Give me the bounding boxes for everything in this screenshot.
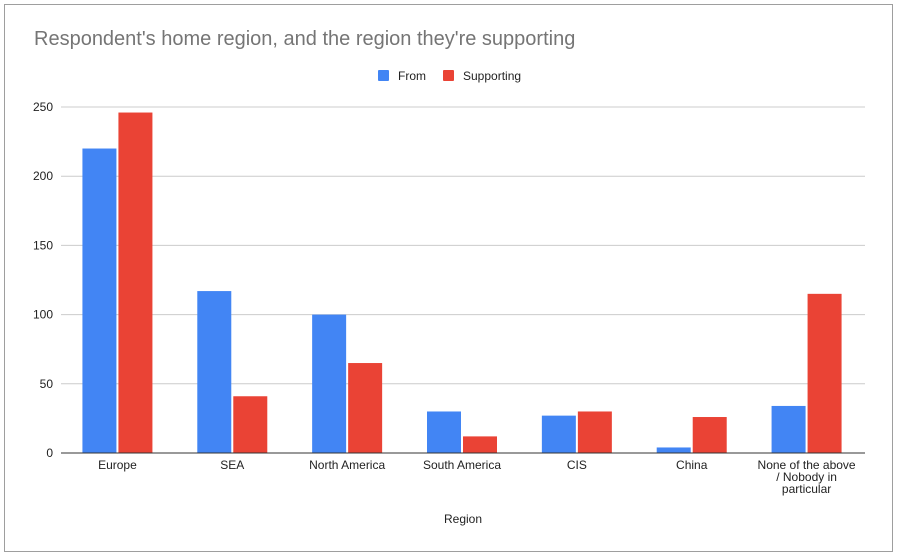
x-axis-labels: Europe SEA North America South America CIS Ch… [98, 458, 856, 496]
x-tick-label: China [676, 458, 708, 472]
x-tick-label: South America [423, 458, 501, 472]
bar-from-3 [312, 314, 347, 453]
y-axis-ticks: 0 50 100 150 200 250 [33, 100, 53, 460]
bar-supporting-5 [577, 411, 612, 453]
bar-supporting-2 [233, 396, 268, 453]
x-tick-label: particular [782, 482, 831, 496]
x-tick-label: SEA [220, 458, 244, 472]
bar-from-4 [427, 411, 461, 453]
bar-supporting-3 [348, 363, 383, 453]
y-tick-label: 0 [46, 446, 53, 460]
bar-supporting-7 [807, 293, 842, 453]
y-tick-label: 200 [33, 169, 53, 183]
legend-label-from: From [398, 69, 426, 83]
legend-swatch-supporting [443, 70, 454, 81]
bar-supporting-6 [692, 417, 727, 453]
x-axis-title: Region [444, 512, 482, 526]
legend-swatch-from [378, 70, 389, 81]
bar-from-1 [82, 148, 117, 453]
bars [82, 112, 842, 453]
x-tick-label: / Nobody in [776, 470, 837, 484]
chart-title: Respondent's home region, and the region… [34, 28, 575, 50]
bar-supporting-1 [118, 112, 153, 453]
bar-from-2 [197, 291, 232, 453]
x-tick-label: North America [309, 458, 385, 472]
bar-supporting-4 [463, 436, 497, 453]
y-tick-label: 100 [33, 308, 53, 322]
x-tick-label: Europe [98, 458, 137, 472]
legend-label-supporting: Supporting [463, 69, 521, 83]
bar-from-5 [541, 415, 576, 453]
y-tick-label: 50 [40, 377, 54, 391]
legend: From Supporting [378, 69, 521, 83]
gridlines [61, 106, 865, 385]
bar-from-6 [656, 447, 691, 453]
y-tick-label: 150 [33, 238, 53, 252]
y-tick-label: 250 [33, 100, 53, 114]
bar-from-7 [771, 405, 806, 453]
x-tick-label: None of the above [758, 458, 856, 472]
x-tick-label: CIS [567, 458, 587, 472]
